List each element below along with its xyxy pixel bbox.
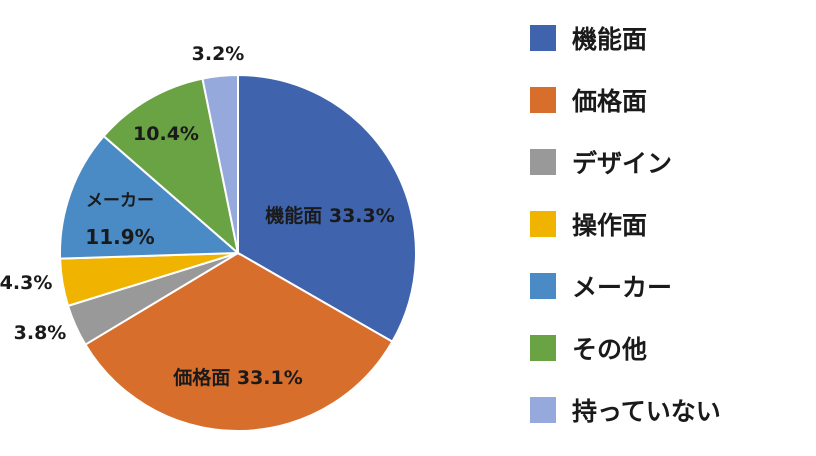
legend-swatch-4 (530, 211, 556, 237)
legend-swatch-7 (530, 397, 556, 423)
legend-label-4: 操作面 (572, 211, 647, 240)
data-label-5-line-1: メーカー (86, 191, 154, 211)
legend-label-6: その他 (572, 335, 647, 364)
legend-swatch-3 (530, 149, 556, 175)
legend-swatch-2 (530, 87, 556, 113)
pie-slice-7 (201, 73, 239, 254)
data-label-6: 10.4% (133, 123, 199, 145)
legend-swatch-6 (530, 335, 556, 361)
legend-label-2: 価格面 (571, 87, 647, 116)
pie-slice-6 (102, 77, 240, 256)
pie-slice-1 (237, 73, 417, 344)
pie-slices (59, 73, 417, 432)
data-label-2: 価格面 33.1% (172, 366, 303, 389)
legend-swatch-5 (530, 273, 556, 299)
data-label-7: 3.2% (192, 43, 245, 65)
pie-slice-5 (59, 134, 241, 260)
legend-label-7: 持っていない (572, 397, 721, 426)
legend-label-1: 機能面 (572, 25, 647, 54)
legend-swatch-1 (530, 25, 556, 51)
data-label-5-line-2: 11.9% (85, 225, 154, 249)
legend-label-3: デザイン (572, 149, 672, 178)
legend-label-5: メーカー (572, 273, 672, 302)
data-label-3: 3.8% (14, 322, 67, 344)
data-label-4: 4.3% (0, 272, 52, 294)
pie-slice-2 (83, 251, 394, 432)
data-label-1: 機能面 33.3% (265, 204, 395, 227)
data-labels: 機能面 33.3% 価格面 33.1% 3.8% 4.3% メーカー 11.9% 10.4%… (0, 43, 395, 389)
